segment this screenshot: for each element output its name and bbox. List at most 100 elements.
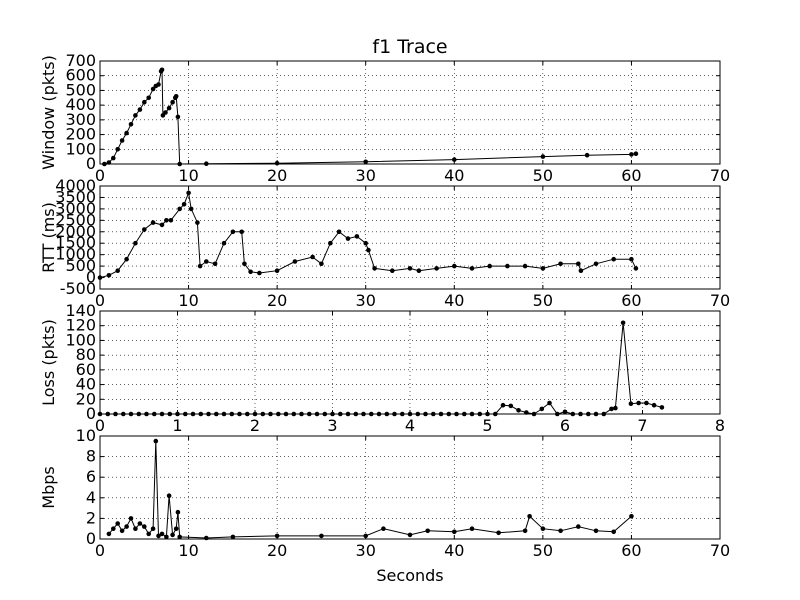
data-point bbox=[363, 240, 369, 246]
y-tick-label: 500 bbox=[65, 80, 96, 99]
data-point bbox=[274, 268, 280, 274]
data-point bbox=[175, 509, 181, 515]
series-1 bbox=[102, 67, 639, 167]
data-point bbox=[469, 266, 475, 271]
data-point bbox=[119, 528, 125, 534]
chart-title: f1 Trace bbox=[372, 36, 447, 58]
x-tick-label: 30 bbox=[356, 166, 376, 185]
data-point bbox=[540, 526, 546, 531]
x-tick-label: 40 bbox=[444, 541, 464, 560]
data-point bbox=[540, 266, 546, 271]
data-point bbox=[629, 256, 634, 262]
x-tick-label: 60 bbox=[621, 291, 641, 310]
data-point bbox=[115, 268, 120, 274]
x-tick-label: 70 bbox=[710, 166, 730, 185]
y-tick-label: 200 bbox=[65, 125, 96, 144]
series-line bbox=[108, 441, 632, 539]
y-tick-label: 0 bbox=[86, 529, 96, 548]
y-tick-label: 3500 bbox=[55, 187, 96, 206]
data-point bbox=[142, 99, 147, 105]
y-tick-label: 6 bbox=[86, 467, 96, 486]
x-tick-label: 50 bbox=[533, 291, 553, 310]
y-tick-label: 700 bbox=[65, 51, 96, 70]
data-point bbox=[204, 259, 209, 264]
data-point bbox=[163, 110, 168, 115]
data-point bbox=[328, 240, 333, 246]
data-point bbox=[500, 402, 506, 408]
x-tick-label: 6 bbox=[560, 416, 570, 435]
y-tick-label: 0 bbox=[86, 268, 96, 287]
data-point bbox=[111, 526, 116, 531]
data-point bbox=[452, 157, 457, 162]
data-point bbox=[177, 206, 182, 212]
x-tick-label: 30 bbox=[356, 291, 376, 310]
data-point bbox=[629, 514, 634, 519]
data-point bbox=[644, 400, 649, 406]
panels: 0 10 20 30 40 50 60 700100200300400500600700Win… bbox=[39, 51, 730, 585]
x-tick-label: 0 bbox=[95, 416, 105, 435]
data-point bbox=[170, 532, 175, 538]
y-tick-label: 3000 bbox=[55, 199, 96, 218]
data-point bbox=[111, 155, 116, 161]
x-tick-label: 0 bbox=[95, 166, 105, 185]
data-point bbox=[407, 532, 413, 538]
x-tick-label: 3 bbox=[327, 416, 337, 435]
data-point bbox=[124, 130, 129, 136]
data-point bbox=[487, 263, 493, 269]
x-axis-label: Seconds bbox=[376, 566, 443, 585]
data-point bbox=[146, 95, 151, 101]
data-point bbox=[539, 406, 545, 412]
data-point bbox=[173, 94, 179, 99]
x-tick-label: 2 bbox=[250, 416, 260, 435]
data-point bbox=[593, 528, 599, 534]
axes-frame bbox=[99, 60, 721, 165]
data-point bbox=[633, 266, 639, 271]
data-point bbox=[106, 531, 112, 537]
data-point bbox=[540, 154, 546, 159]
series-line bbox=[100, 322, 663, 415]
y-tick-label: 0 bbox=[86, 404, 96, 423]
y-axis-label: RTT (ms) bbox=[39, 202, 58, 273]
grid-lines bbox=[100, 436, 720, 539]
data-point bbox=[354, 234, 360, 239]
data-point bbox=[381, 526, 386, 531]
series-line bbox=[104, 68, 636, 165]
data-point bbox=[593, 261, 599, 267]
x-tick-label: 4 bbox=[405, 416, 415, 435]
data-point bbox=[496, 530, 501, 536]
x-tick-label: 70 bbox=[710, 291, 730, 310]
y-tick-label: 120 bbox=[65, 316, 96, 335]
data-point bbox=[505, 263, 510, 269]
data-point bbox=[469, 526, 475, 531]
y-tick-label: 0 bbox=[86, 154, 96, 173]
y-tick-label: 300 bbox=[65, 110, 96, 129]
data-point bbox=[133, 113, 138, 118]
tick-marks: 0 10 20 30 40 50 60 70-500050010001500200025003… bbox=[55, 176, 730, 310]
data-point bbox=[434, 266, 439, 271]
data-point bbox=[628, 401, 634, 407]
data-point bbox=[425, 528, 431, 534]
data-point bbox=[242, 261, 247, 267]
y-tick-label: 4 bbox=[86, 488, 96, 507]
y-tick-label: 500 bbox=[65, 256, 96, 275]
axes-frame bbox=[99, 185, 721, 290]
data-point bbox=[156, 533, 161, 539]
data-point bbox=[133, 526, 138, 531]
data-point bbox=[137, 107, 143, 112]
series-1 bbox=[97, 320, 665, 417]
x-tick-label: 60 bbox=[621, 541, 641, 560]
x-tick-label: 20 bbox=[267, 541, 287, 560]
data-point bbox=[578, 268, 584, 274]
x-tick-label: 20 bbox=[267, 291, 287, 310]
y-tick-label: 100 bbox=[65, 330, 96, 349]
y-axis-label: Window (pkts) bbox=[39, 55, 58, 170]
data-point bbox=[230, 229, 236, 235]
y-tick-label: 100 bbox=[65, 139, 96, 158]
data-point bbox=[142, 524, 147, 529]
data-point bbox=[636, 400, 641, 406]
data-point bbox=[651, 402, 657, 408]
data-point bbox=[170, 99, 175, 105]
